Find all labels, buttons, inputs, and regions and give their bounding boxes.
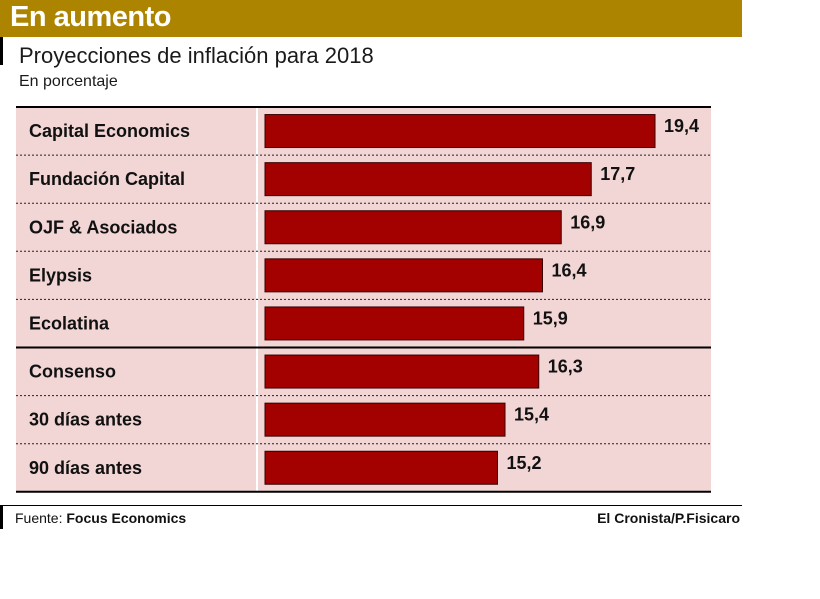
left-rule xyxy=(0,37,3,65)
bar xyxy=(264,450,498,485)
bar xyxy=(264,402,506,437)
category-label: 90 días antes xyxy=(29,458,142,478)
value-label: 17,7 xyxy=(600,164,635,184)
value-label: 15,9 xyxy=(533,308,568,328)
value-label: 16,4 xyxy=(552,260,587,280)
category-label: Ecolatina xyxy=(29,313,110,333)
category-label: 30 días antes xyxy=(29,410,142,430)
bar-chart: Capital Economics 19,4 Fundación Capital 17… xyxy=(16,106,711,493)
banner-title: En aumento xyxy=(10,1,171,33)
footer-left-rule xyxy=(0,505,3,529)
footer-credit: El Cronista/P.Fisicaro xyxy=(597,510,740,526)
bar xyxy=(264,306,525,341)
category-label: Elypsis xyxy=(29,265,92,285)
bar xyxy=(264,354,540,389)
category-label: Capital Economics xyxy=(29,121,190,141)
bar xyxy=(264,258,543,293)
category-label: Fundación Capital xyxy=(29,169,185,189)
value-label: 15,4 xyxy=(514,405,549,425)
value-label: 15,2 xyxy=(507,453,542,473)
bar xyxy=(264,210,562,245)
chart-title: Proyecciones de inflación para 2018 xyxy=(19,43,374,68)
value-label: 19,4 xyxy=(664,116,699,136)
bar xyxy=(264,114,656,149)
chart-subtitle: En porcentaje xyxy=(19,73,118,90)
header-banner: En aumento xyxy=(0,0,742,37)
footer-rule xyxy=(0,505,742,506)
category-label: OJF & Asociados xyxy=(29,217,177,237)
category-label: Consenso xyxy=(29,362,116,382)
value-label: 16,9 xyxy=(570,212,605,232)
value-label: 16,3 xyxy=(548,357,583,377)
footer-source-name: Focus Economics xyxy=(66,510,187,526)
footer-source-label: Fuente: xyxy=(15,510,63,526)
bar xyxy=(264,162,592,197)
footer-source: Fuente: Focus Economics xyxy=(15,510,186,526)
